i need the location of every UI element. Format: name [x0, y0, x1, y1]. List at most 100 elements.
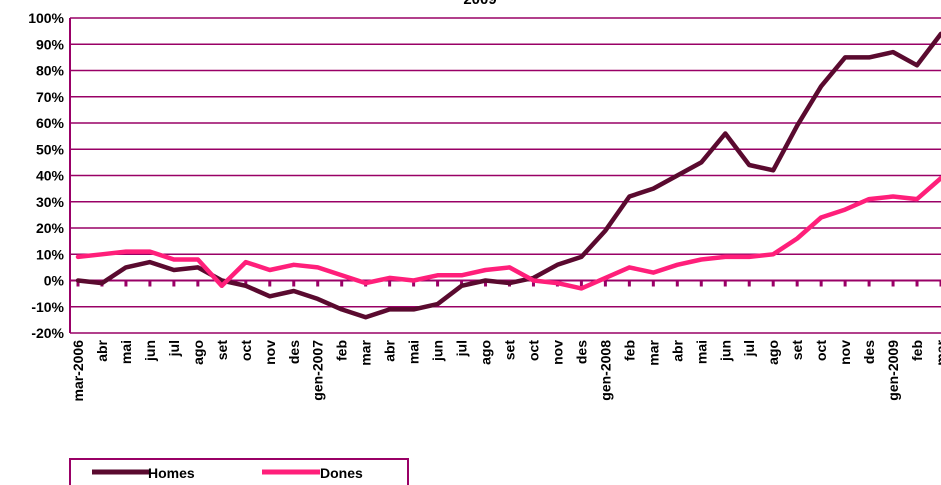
x-tick-label: jun: [142, 340, 158, 362]
x-tick-label: jul: [454, 340, 470, 357]
legend-box: [69, 458, 409, 485]
x-tick-label: ago: [765, 340, 781, 365]
data-point: [316, 265, 320, 269]
x-tick-label: abr: [94, 339, 110, 361]
data-point: [460, 273, 464, 277]
data-point: [268, 268, 272, 272]
data-point: [412, 307, 416, 311]
x-tick-label: des: [861, 340, 877, 364]
y-tick-label: 70%: [36, 89, 65, 105]
x-tick-label: nov: [837, 340, 853, 365]
data-point: [316, 297, 320, 301]
data-point: [843, 55, 847, 59]
x-tick-label: mai: [693, 340, 709, 364]
data-point: [603, 276, 607, 280]
data-point: [891, 50, 895, 54]
x-tick-label: set: [789, 340, 805, 361]
x-tick-label: feb: [621, 340, 637, 361]
data-point: [244, 260, 248, 264]
x-tick-label: gen-2007: [310, 340, 326, 401]
x-tick-label: mai: [118, 340, 134, 364]
data-point: [292, 289, 296, 293]
data-point: [699, 160, 703, 164]
x-tick-label: set: [502, 340, 518, 361]
data-point: [651, 271, 655, 275]
data-point: [340, 273, 344, 277]
x-tick-label: mai: [406, 340, 422, 364]
data-point: [843, 208, 847, 212]
data-point: [675, 174, 679, 177]
x-tick-label: oct: [813, 340, 829, 361]
data-point: [244, 284, 248, 288]
y-tick-label: -10%: [31, 299, 64, 315]
x-tick-label: gen-2009: [885, 340, 901, 401]
data-point: [867, 55, 871, 59]
data-point: [508, 265, 511, 269]
legend-label-homes: Homes: [148, 465, 195, 481]
data-point: [340, 307, 344, 311]
data-point: [651, 187, 655, 191]
data-point: [915, 63, 919, 67]
data-point: [172, 258, 176, 261]
data-point: [747, 255, 751, 259]
data-point: [915, 197, 919, 201]
data-point: [412, 279, 416, 282]
data-point: [579, 255, 583, 259]
legend: Homes Dones: [69, 458, 409, 485]
x-tick-label: nov: [549, 340, 565, 365]
x-tick-label: abr: [382, 339, 398, 361]
data-point: [364, 315, 368, 319]
x-tick-label: abr: [669, 339, 685, 361]
data-point: [891, 195, 895, 198]
x-tick-label: mar-2006: [70, 340, 86, 402]
data-point: [771, 168, 775, 172]
data-point: [819, 216, 823, 219]
data-point: [867, 197, 871, 201]
y-tick-label: 50%: [36, 141, 65, 157]
data-point: [100, 281, 104, 285]
x-tick-label: jul: [741, 340, 757, 357]
data-point: [795, 124, 799, 128]
data-point: [484, 279, 488, 282]
x-tick-label: jun: [717, 340, 733, 362]
data-point: [100, 252, 104, 256]
data-point: [436, 273, 440, 277]
data-point: [196, 258, 200, 261]
legend-label-dones: Dones: [320, 465, 363, 481]
x-tick-label: feb: [334, 340, 350, 361]
data-point: [675, 263, 679, 267]
data-point: [795, 237, 799, 240]
x-axis: mar-2006 abr mai jun jul ago set oct nov des gen-2…: [70, 279, 941, 402]
y-tick-label: 90%: [36, 36, 65, 52]
data-point: [579, 286, 583, 290]
data-point: [627, 195, 631, 198]
y-tick-label: 0%: [44, 273, 65, 289]
x-tick-label: feb: [909, 340, 925, 361]
y-tick-label: 40%: [36, 168, 65, 184]
x-tick-label: ago: [190, 340, 206, 365]
data-point: [124, 265, 128, 269]
data-point: [292, 263, 296, 267]
x-tick-label: oct: [238, 340, 254, 361]
x-tick-label: mar: [933, 339, 941, 365]
data-point: [531, 279, 535, 282]
data-point: [508, 281, 511, 285]
data-point: [148, 250, 152, 254]
x-tick-label: mar: [358, 339, 374, 365]
x-tick-label: des: [286, 340, 302, 364]
data-point: [148, 260, 152, 264]
data-point: [555, 281, 559, 285]
x-tick-label: set: [214, 340, 230, 361]
x-tick-label: des: [573, 340, 589, 364]
data-point: [723, 255, 727, 259]
y-tick-label: 20%: [36, 220, 65, 236]
series-line-dones: [75, 175, 941, 291]
data-point: [436, 302, 440, 306]
x-tick-label: ago: [478, 340, 494, 365]
y-tick-label: 60%: [36, 115, 65, 131]
data-point: [76, 255, 80, 259]
data-point: [76, 279, 80, 282]
chart-title: 2009: [463, 0, 496, 8]
data-point: [196, 265, 200, 269]
